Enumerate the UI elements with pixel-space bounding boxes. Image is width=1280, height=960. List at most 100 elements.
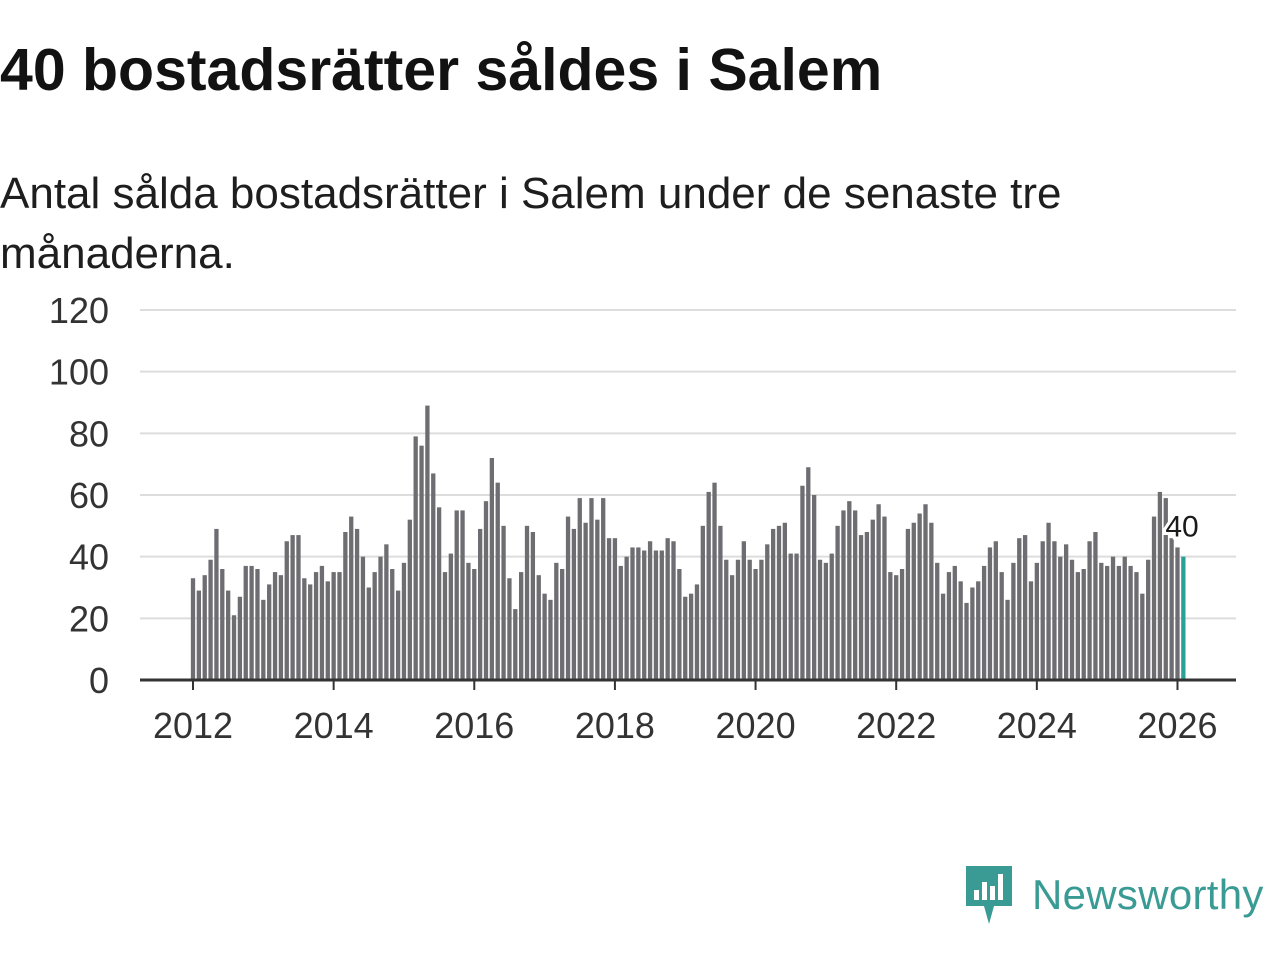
bar bbox=[226, 590, 231, 680]
bar bbox=[267, 584, 272, 680]
bar bbox=[917, 513, 922, 680]
bar bbox=[565, 516, 571, 680]
annotations: 40 bbox=[1162, 508, 1201, 547]
bar bbox=[401, 562, 407, 680]
bar bbox=[1110, 556, 1116, 680]
bar bbox=[255, 569, 260, 680]
y-tick-label: 60 bbox=[69, 475, 109, 516]
x-tick-label: 2022 bbox=[856, 705, 936, 746]
bar bbox=[1128, 565, 1133, 680]
y-tick-label: 80 bbox=[69, 413, 109, 454]
last-value-label: 40 bbox=[1165, 511, 1198, 544]
bar bbox=[724, 559, 729, 680]
y-tick-label: 20 bbox=[69, 598, 109, 639]
bar bbox=[817, 559, 823, 680]
bar bbox=[1069, 559, 1075, 680]
bar bbox=[700, 525, 705, 680]
bar bbox=[395, 590, 401, 680]
bar bbox=[577, 498, 582, 680]
bar bbox=[806, 467, 811, 680]
bar bbox=[981, 565, 987, 680]
bar bbox=[278, 575, 284, 680]
bar bbox=[823, 562, 829, 680]
bar bbox=[1058, 556, 1063, 680]
bar bbox=[782, 522, 788, 680]
bar bbox=[272, 572, 278, 680]
bar bbox=[448, 553, 453, 680]
bar bbox=[214, 528, 219, 680]
bar bbox=[923, 504, 928, 680]
bar bbox=[712, 482, 717, 680]
x-tick-label: 2026 bbox=[1137, 705, 1217, 746]
bar bbox=[729, 575, 735, 680]
bar bbox=[595, 519, 600, 680]
bar bbox=[1081, 569, 1086, 680]
bar bbox=[747, 559, 752, 680]
bar bbox=[419, 445, 424, 680]
bar bbox=[1116, 565, 1122, 680]
bar bbox=[841, 510, 846, 680]
bar bbox=[1140, 593, 1145, 680]
bar bbox=[1146, 559, 1151, 680]
chart-subtitle: Antal sålda bostadsrätter i Salem under … bbox=[0, 169, 1062, 278]
bar bbox=[987, 547, 993, 680]
bar bbox=[190, 578, 196, 680]
bar bbox=[366, 587, 371, 680]
bar bbox=[788, 553, 793, 680]
bar bbox=[325, 581, 330, 680]
brand-name: Newsworthy bbox=[1032, 871, 1264, 918]
bar bbox=[870, 519, 875, 680]
bar bbox=[349, 516, 354, 680]
bar bbox=[548, 599, 553, 680]
bar bbox=[1052, 541, 1057, 680]
bar bbox=[1093, 532, 1098, 680]
bar bbox=[220, 569, 225, 680]
bar bbox=[501, 525, 506, 680]
bar bbox=[261, 599, 266, 680]
bar bbox=[636, 547, 641, 680]
bar bbox=[542, 593, 547, 680]
bar bbox=[970, 587, 975, 680]
bar bbox=[683, 596, 688, 680]
bar bbox=[308, 584, 313, 680]
x-tick-label: 2024 bbox=[997, 705, 1077, 746]
bar bbox=[952, 565, 957, 680]
bar bbox=[390, 569, 395, 680]
bar bbox=[536, 575, 541, 680]
bar bbox=[835, 525, 840, 680]
bar bbox=[882, 516, 887, 680]
bar bbox=[1169, 538, 1174, 680]
bar bbox=[489, 458, 495, 680]
bar bbox=[958, 581, 963, 680]
bar-chart: 0 20 40 60 80 100 120 2012 2014 2016 2018 2020 2022 2… bbox=[49, 290, 1236, 746]
y-tick-label: 40 bbox=[69, 537, 109, 578]
bar bbox=[888, 572, 893, 680]
newsworthy-logo: Newsworthy bbox=[964, 864, 1264, 926]
bar bbox=[1040, 541, 1045, 680]
bar bbox=[800, 485, 805, 680]
bar bbox=[624, 556, 629, 680]
y-tick-label: 0 bbox=[89, 660, 109, 701]
bar bbox=[583, 522, 588, 680]
bar bbox=[876, 504, 881, 680]
bar bbox=[659, 550, 664, 680]
bar bbox=[993, 541, 998, 680]
bar bbox=[935, 562, 940, 680]
x-tick-label: 2018 bbox=[575, 705, 655, 746]
bar bbox=[243, 565, 248, 680]
bar bbox=[354, 528, 360, 680]
bar bbox=[472, 569, 477, 680]
bar bbox=[560, 569, 565, 680]
bar bbox=[642, 550, 647, 680]
bar bbox=[1122, 556, 1127, 680]
bar bbox=[495, 482, 500, 680]
bar bbox=[1034, 562, 1039, 680]
bar bbox=[911, 522, 916, 680]
bar bbox=[770, 528, 776, 680]
bar bbox=[290, 535, 295, 680]
bar bbox=[460, 510, 465, 680]
bar bbox=[706, 491, 711, 680]
x-tick-label: 2016 bbox=[434, 705, 514, 746]
bar bbox=[1028, 581, 1034, 680]
bar bbox=[1011, 562, 1016, 680]
